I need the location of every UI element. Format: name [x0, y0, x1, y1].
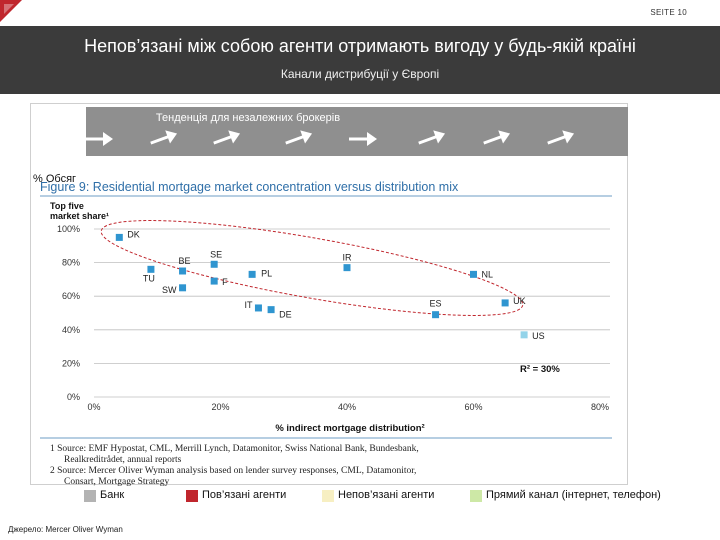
y-tick-label: 0% [67, 392, 80, 402]
trend-arrow-icon [483, 130, 511, 145]
data-point-se [210, 260, 218, 268]
trend-arrow-icon [85, 132, 113, 146]
slide-subtitle: Канали дистрибуції у Європі [280, 67, 440, 81]
data-point-it [254, 304, 262, 312]
y-tick-label: 80% [62, 258, 80, 268]
trend-arrow-icon [150, 130, 178, 145]
y-tick-label: 20% [62, 358, 80, 368]
footnote: 1 Source: EMF Hypostat, CML, Merrill Lyn… [50, 444, 419, 465]
legend-swatch-independent-agents [322, 490, 334, 502]
trend-arrow-icon [213, 130, 241, 145]
data-point-tu [147, 265, 155, 273]
chart-grid: 0% 20% 40% 60% 80% 100% 0% 20% 40% 60% 80% [57, 224, 610, 412]
data-label-it: IT [244, 300, 253, 310]
data-label-uk: UK [513, 296, 526, 306]
y-axis-label-line2: market share¹ [50, 211, 109, 221]
trend-arrow-icon [418, 130, 446, 145]
y-tick-label: 100% [57, 224, 80, 234]
data-point-ir [343, 264, 351, 272]
data-label-f: F [222, 277, 228, 287]
data-label-se: SE [210, 249, 222, 259]
data-label-sw: SW [162, 285, 177, 295]
data-label-pl: PL [261, 268, 272, 278]
legend-label-bank: Банк [100, 489, 125, 501]
data-point-nl [470, 270, 477, 278]
data-points: DK TU BE SE SW F PL IT DE IR NL ES UK US [115, 229, 545, 341]
x-tick-label: 80% [591, 402, 609, 412]
y-tick-label: 40% [62, 325, 80, 335]
legend: Банк Пов’язані агенти Непов’язані агенти… [80, 488, 700, 506]
trend-arrow-icon [349, 132, 377, 146]
slide-number: SEITE 10 [650, 8, 687, 17]
legend-label-tied-agents: Пов’язані агенти [202, 489, 287, 501]
data-label-ir: IR [343, 253, 353, 263]
trend-bar [86, 107, 628, 156]
data-label-nl: NL [482, 269, 494, 279]
x-tick-label: 60% [464, 402, 482, 412]
legend-label-direct-channel: Прямий канал (інтернет, телефон) [486, 489, 661, 501]
data-label-dk: DK [127, 229, 140, 239]
data-point-dk [115, 233, 123, 241]
data-point-us [520, 331, 528, 339]
red-corner-logo-icon [0, 0, 22, 22]
x-axis-label: % indirect mortgage distribution² [275, 423, 424, 434]
data-label-tu: TU [143, 273, 155, 283]
data-point-pl [248, 270, 256, 278]
data-point-f [210, 277, 218, 285]
trend-label: Тенденція для незалежних брокерів [155, 112, 341, 124]
top-bar: SEITE 10 [0, 0, 720, 26]
y-axis-label-line1: Top five [50, 201, 84, 211]
data-label-be: BE [179, 256, 191, 266]
trend-arrows [85, 130, 575, 146]
data-point-uk [501, 299, 509, 307]
legend-label-independent-agents: Непов’язані агенти [338, 489, 435, 501]
x-tick-label: 20% [211, 402, 229, 412]
x-tick-label: 40% [338, 402, 356, 412]
legend-swatch-bank [84, 490, 96, 502]
legend-swatch-tied-agents [186, 490, 198, 502]
y-tick-label: 60% [62, 291, 80, 301]
slide-title: Непов’язані між собою агенти отримають в… [84, 36, 636, 56]
slide-header: Непов’язані між собою агенти отримають в… [0, 26, 720, 94]
data-label-de: DE [279, 310, 292, 320]
data-point-es [432, 311, 440, 319]
trend-arrow-icon [547, 130, 575, 145]
data-label-us: US [532, 331, 545, 341]
footnote: 2 Source: Mercer Oliver Wyman analysis b… [50, 466, 416, 487]
data-point-sw [179, 284, 187, 292]
data-label-es: ES [430, 299, 442, 309]
data-point-de [267, 306, 275, 314]
source-note: Джерело: Mercer Oliver Wyman [8, 525, 123, 534]
trend-arrow-icon [285, 130, 313, 145]
r-squared-annotation: R² = 30% [520, 364, 560, 375]
figure-frame [30, 103, 628, 485]
cluster-ellipse [100, 220, 524, 316]
legend-swatch-direct-channel [470, 490, 482, 502]
volume-label: % Обсяг [33, 173, 77, 185]
data-point-be [179, 267, 187, 275]
x-tick-label: 0% [87, 402, 100, 412]
chart-title: Figure 9: Residential mortgage market co… [40, 180, 459, 194]
footnotes: 1 Source: EMF Hypostat, CML, Merrill Lyn… [50, 444, 419, 487]
